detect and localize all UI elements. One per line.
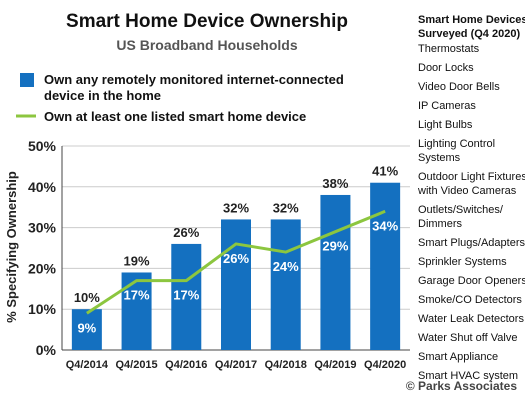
device-list-item: Smart Plugs/Adapters — [418, 237, 525, 249]
bar-series — [71, 182, 401, 350]
device-list-item: Smart Appliance — [418, 351, 498, 363]
device-list-item: Water Shut off Valve — [418, 332, 517, 344]
bar-value-label: 10% — [74, 290, 100, 305]
line-value-label: 9% — [77, 320, 96, 335]
device-list-item: Outlets/Switches/Dimmers — [418, 204, 504, 230]
x-tick-label: Q4/2014 — [66, 359, 109, 371]
device-list-item: Door Locks — [418, 62, 474, 74]
device-list-item: Thermostats — [418, 43, 480, 55]
legend-swatch-bars — [20, 73, 34, 87]
y-tick-label: 30% — [28, 220, 57, 236]
y-axis-ticks: 0% 10% 20% 30% 40% 50% — [28, 138, 57, 358]
bar-value-label: 32% — [273, 200, 299, 215]
x-tick-label: Q4/2015 — [115, 359, 157, 371]
bar — [71, 309, 102, 350]
line-value-label: 29% — [322, 239, 348, 254]
x-tick-label: Q4/2020 — [364, 359, 406, 371]
bar — [171, 243, 202, 350]
bar-value-label: 38% — [322, 176, 348, 191]
x-tick-label: Q4/2016 — [165, 359, 207, 371]
line-series — [86, 209, 386, 315]
bar-value-label: 41% — [372, 164, 398, 179]
x-tick-label: Q4/2018 — [265, 359, 307, 371]
legend: Own any remotely monitored internet-conn… — [16, 72, 347, 124]
line-value-label: 17% — [124, 288, 150, 303]
device-list-panel: Smart Home Devices Surveyed (Q4 2020) Th… — [417, 14, 525, 382]
y-tick-label: 50% — [28, 138, 57, 154]
device-list-item: Smoke/CO Detectors — [418, 294, 522, 306]
y-tick-label: 40% — [28, 179, 57, 195]
bar — [221, 219, 251, 350]
bar-value-label: 32% — [223, 200, 249, 215]
device-list-item: Video Door Bells — [418, 81, 500, 93]
line-value-label: 17% — [173, 288, 199, 303]
line-path — [86, 209, 386, 315]
line-value-label: 34% — [372, 218, 398, 233]
device-list-item: Lighting Control Systems — [418, 138, 495, 164]
legend-label-line: Own at least one listed smart home devic… — [44, 109, 306, 124]
bar — [320, 194, 351, 350]
x-tick-label: Q4/2019 — [314, 359, 356, 371]
device-list-item: Smart HVAC system — [418, 370, 518, 382]
line-value-label: 24% — [273, 259, 299, 274]
device-list-item: Sprinkler Systems — [418, 256, 507, 268]
y-tick-label: 0% — [36, 342, 57, 358]
bar — [370, 182, 401, 350]
device-list-item: Garage Door Openers — [418, 275, 525, 287]
device-list-item: Water Leak Detectors — [418, 313, 524, 325]
x-tick-label: Q4/2017 — [215, 359, 257, 371]
bar-value-label: 26% — [173, 225, 199, 240]
line-value-label: 26% — [223, 251, 249, 266]
chart-title: Smart Home Device Ownership — [66, 11, 348, 32]
bar — [121, 272, 152, 350]
y-tick-label: 20% — [28, 260, 57, 276]
source-credit: © Parks Associates — [406, 379, 517, 393]
device-list-item: Light Bulbs — [418, 119, 473, 131]
y-tick-label: 10% — [28, 301, 57, 317]
bar — [270, 219, 301, 350]
device-list: Thermostats Door Locks Video Door Bells IP … — [417, 43, 525, 382]
chart-subtitle: US Broadband Households — [116, 37, 297, 53]
y-axis-label: % Specifying Ownership — [4, 171, 19, 323]
device-list-title: Smart Home Devices Surveyed (Q4 2020) — [418, 14, 525, 40]
data-labels: 10% 19% 26% 32% 32% 38% 41% 9% 17% 17% 26% 24% 29% 34… — [74, 164, 399, 336]
legend-label-bars: Own any remotely monitored internet-conn… — [44, 72, 347, 103]
device-list-item: Outdoor Light Fixtures with Video Cameras — [417, 171, 525, 197]
device-list-item: IP Cameras — [418, 100, 476, 112]
x-axis-ticks: Q4/2014 Q4/2015 Q4/2016 Q4/2017 Q4/2018 Q4/20… — [66, 359, 406, 371]
bar-value-label: 19% — [124, 253, 150, 268]
